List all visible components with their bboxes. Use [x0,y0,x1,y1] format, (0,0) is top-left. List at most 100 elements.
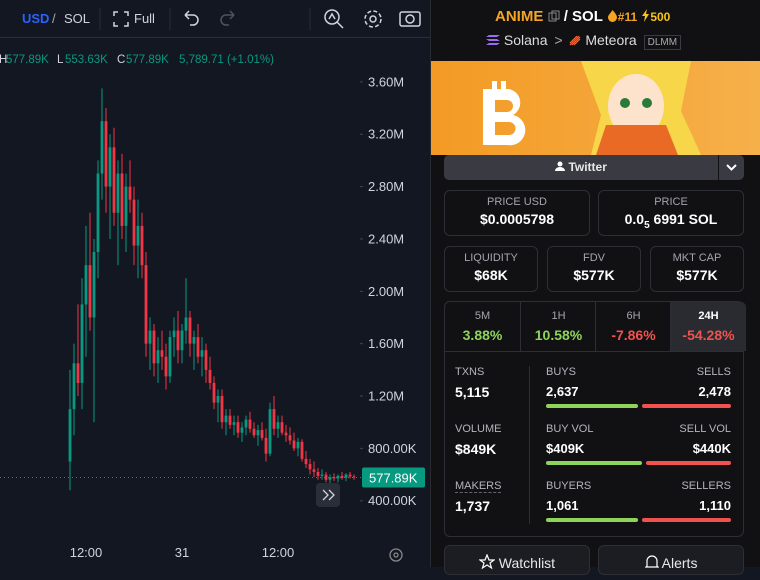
timeframe-change: 10.58% [534,327,583,343]
rest: 6991 SOL [653,211,718,227]
pool-type: DLMM [643,35,682,50]
copy-icon[interactable] [548,10,560,22]
candle-body [88,265,92,318]
timeframe-tab[interactable]: 6H -7.86% [595,302,671,351]
prefix: 0.0 [624,211,645,227]
last-price-box [362,467,425,488]
candle-body [148,330,152,344]
candle-body [280,422,284,433]
stat-label: BUY VOL [546,423,594,435]
value: $0.0005798 [480,211,554,227]
candle-body [212,382,216,403]
y-tick-label: 400.00K [368,493,417,508]
candle-body [140,225,144,266]
timeframe-change: -54.28% [682,327,735,343]
chevron-icon [726,164,737,171]
stat-label: TXNS [455,366,485,378]
fire-icon [607,10,617,22]
x-tick-label: 31 [175,545,189,560]
divider [529,366,530,524]
candle-body [320,474,324,476]
candle-body [116,173,120,213]
screenshot-icon[interactable] [399,11,421,27]
y-tick-label: 800.00K [368,441,417,456]
chart-panel: USD / SOL Full H 577.89K L 553.63K C 577… [0,8,430,562]
fullscreen-icon[interactable] [113,11,129,27]
candle-body [100,121,104,174]
metric-value: $68K [474,267,508,283]
undo-icon[interactable] [184,10,199,26]
candle-body [272,409,276,429]
solana-icon [486,35,500,45]
candle-body [72,363,76,410]
timeframe-tab[interactable]: 24H -54.28% [670,302,746,351]
legend-value: 577.89K [126,54,169,66]
candle-body [132,199,136,246]
stat-value: 1,061 [546,498,579,513]
candle-body [172,330,176,338]
candle-body [204,350,208,370]
value: 0.05 6991 SOL [599,211,743,231]
timeframe-label: 6H [626,310,641,322]
candle-body [224,415,228,423]
metric-card: MKT CAP $577K [650,246,744,292]
rank: #11 [617,10,638,24]
timeframe-label: 5M [474,310,491,322]
candle-body [68,409,72,462]
timeframe-tab[interactable]: 1H 10.58% [520,302,596,351]
scroll-right-icon [322,489,335,501]
stat-value: $849K [455,441,497,457]
fullscreen-button[interactable]: Full [134,11,155,26]
candle-body [240,427,244,433]
candle-body [168,337,172,377]
candle-body [300,441,304,459]
indicator-icon[interactable] [324,9,344,29]
metric-label: FDV [583,252,605,264]
stat-label: SELLS [696,366,731,378]
candle-body [176,330,180,351]
metric-value: $577K [573,267,615,283]
candle-body [292,440,296,449]
timeframe-change: -7.86% [611,327,656,343]
stat-value: 2,637 [546,384,579,399]
candle-body [160,350,164,357]
timeframe-label: 1H [551,310,566,322]
ratio-bar-buy [546,461,642,465]
quote-token: SOL [572,8,603,25]
currency-usd[interactable]: USD [22,11,49,26]
settings-icon[interactable] [364,10,382,28]
y-tick-label: 3.20M [368,127,404,142]
candles [68,88,356,491]
candle-body [244,419,248,428]
star-icon [478,553,496,570]
timezone-icon[interactable] [389,548,403,562]
redo-icon[interactable] [220,10,235,26]
dex-name: Meteora [585,32,637,48]
stat-label: BUYS [546,366,576,378]
chain-arrow: > [554,32,563,48]
watchlist-label: Watchlist [498,555,556,571]
boost-icon [642,9,650,22]
timeframe-tab[interactable]: 5M 3.88% [445,302,520,351]
candle-body [144,265,148,344]
stat-label: MAKERS [455,480,502,493]
y-tick-label: 3.60M [368,74,404,89]
currency-sol[interactable]: SOL [64,11,90,26]
alerts-label: Alerts [661,555,698,571]
pair-meta: Solana > Meteora DLMM [486,32,682,50]
metric-value: $577K [676,267,718,283]
candle-body [84,265,88,305]
pair-title: ANIME / SOL #11 500 [495,8,670,25]
alerts-button[interactable]: Alerts [598,545,744,575]
stat-label: VOLUME [455,423,502,435]
socials-dropdown[interactable] [719,155,744,180]
stat-value: 1,110 [699,498,731,513]
y-tick-label: 2.00M [368,284,404,299]
y-tick-label: 1.20M [368,389,404,404]
y-tick-label: 2.80M [368,179,404,194]
ratio-bar-buy [546,518,638,522]
pair-separator: / [563,8,568,25]
twitter-button[interactable]: Twitter [444,155,718,180]
watchlist-button[interactable]: Watchlist [444,545,590,575]
candle-body [200,350,204,357]
